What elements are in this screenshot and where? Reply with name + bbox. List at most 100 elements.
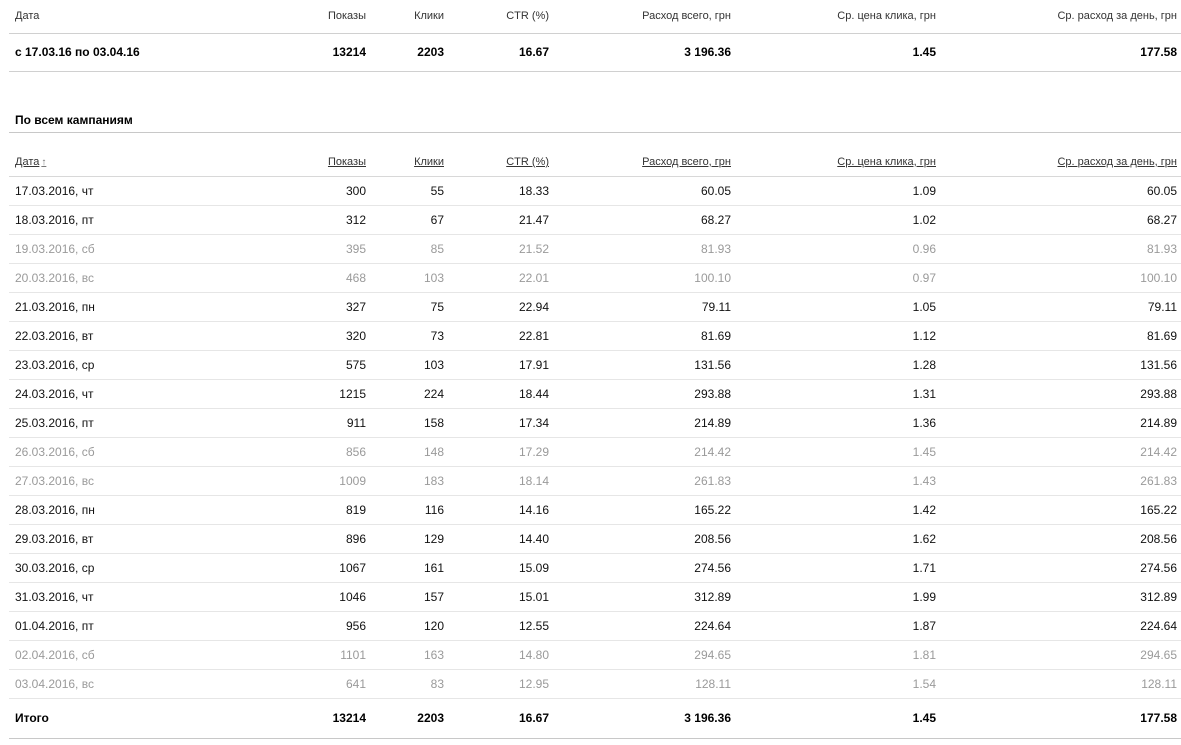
row-daily-spend: 293.88: [940, 379, 1181, 409]
table-row: 28.03.2016, пн 819 116 14.16 165.22 1.42 165.2…: [9, 495, 1181, 525]
row-ctr: 22.94: [448, 292, 553, 322]
summary-table: Дата Показы Клики CTR (%) Расход всего, …: [9, 0, 1181, 72]
row-impressions: 641: [265, 669, 370, 699]
row-spend: 131.56: [553, 350, 735, 380]
row-ctr: 17.91: [448, 350, 553, 380]
sort-by-spend-total-label[interactable]: Расход всего, грн: [642, 155, 731, 168]
row-impressions: 896: [265, 524, 370, 554]
row-daily-spend: 68.27: [940, 205, 1181, 235]
row-cpc: 0.97: [735, 263, 940, 293]
row-spend: 293.88: [553, 379, 735, 409]
row-clicks: 83: [370, 669, 448, 699]
summary-header-clicks: Клики: [370, 0, 448, 34]
row-spend: 68.27: [553, 205, 735, 235]
row-spend: 81.93: [553, 234, 735, 264]
summary-header-date: Дата: [9, 0, 265, 34]
table-row: 23.03.2016, ср 575 103 17.91 131.56 1.28 131.5…: [9, 350, 1181, 380]
sort-by-clicks[interactable]: Клики: [370, 148, 448, 177]
row-cpc: 1.62: [735, 524, 940, 554]
row-clicks: 163: [370, 640, 448, 670]
row-spend: 79.11: [553, 292, 735, 322]
row-impressions: 312: [265, 205, 370, 235]
row-daily-spend: 312.89: [940, 582, 1181, 612]
row-spend: 165.22: [553, 495, 735, 525]
row-cpc: 1.43: [735, 466, 940, 496]
row-impressions: 1101: [265, 640, 370, 670]
row-impressions: 320: [265, 321, 370, 351]
sort-by-date-label[interactable]: Дата: [15, 155, 40, 168]
row-spend: 208.56: [553, 524, 735, 554]
table-row: 21.03.2016, пн 327 75 22.94 79.11 1.05 79.11: [9, 292, 1181, 322]
row-impressions: 819: [265, 495, 370, 525]
row-spend: 81.69: [553, 321, 735, 351]
row-impressions: 1067: [265, 553, 370, 583]
row-date: 24.03.2016, чт: [9, 379, 265, 409]
row-daily-spend: 294.65: [940, 640, 1181, 670]
row-date: 01.04.2016, пт: [9, 611, 265, 641]
row-date: 03.04.2016, вс: [9, 669, 265, 699]
row-ctr: 14.80: [448, 640, 553, 670]
row-date: 28.03.2016, пн: [9, 495, 265, 525]
row-ctr: 12.95: [448, 669, 553, 699]
table-row: 31.03.2016, чт 1046 157 15.01 312.89 1.99 312.…: [9, 582, 1181, 612]
table-row: 30.03.2016, ср 1067 161 15.09 274.56 1.71 274.…: [9, 553, 1181, 583]
row-impressions: 856: [265, 437, 370, 467]
row-spend: 214.89: [553, 408, 735, 438]
row-clicks: 85: [370, 234, 448, 264]
total-avg-cpc: 1.45: [735, 698, 940, 739]
row-impressions: 956: [265, 611, 370, 641]
summary-header-ctr: CTR (%): [448, 0, 553, 34]
row-cpc: 1.71: [735, 553, 940, 583]
row-spend: 261.83: [553, 466, 735, 496]
row-cpc: 1.05: [735, 292, 940, 322]
row-date: 18.03.2016, пт: [9, 205, 265, 235]
sort-by-ctr-label[interactable]: CTR (%): [506, 155, 549, 168]
row-date: 26.03.2016, сб: [9, 437, 265, 467]
row-clicks: 129: [370, 524, 448, 554]
row-date: 17.03.2016, чт: [9, 176, 265, 206]
row-clicks: 183: [370, 466, 448, 496]
row-ctr: 17.29: [448, 437, 553, 467]
sort-by-spend-total[interactable]: Расход всего, грн: [553, 148, 735, 177]
sort-by-avg-cpc-label[interactable]: Ср. цена клика, грн: [837, 155, 936, 168]
table-row: 25.03.2016, пт 911 158 17.34 214.89 1.36 214.8…: [9, 408, 1181, 438]
row-clicks: 73: [370, 321, 448, 351]
row-daily-spend: 208.56: [940, 524, 1181, 554]
sort-by-avg-daily-spend[interactable]: Ср. расход за день, грн: [940, 148, 1181, 177]
sort-by-avg-cpc[interactable]: Ср. цена клика, грн: [735, 148, 940, 177]
row-impressions: 327: [265, 292, 370, 322]
row-clicks: 103: [370, 350, 448, 380]
row-cpc: 1.28: [735, 350, 940, 380]
row-cpc: 1.99: [735, 582, 940, 612]
total-ctr: 16.67: [448, 698, 553, 739]
row-spend: 312.89: [553, 582, 735, 612]
sort-by-ctr[interactable]: CTR (%): [448, 148, 553, 177]
row-impressions: 300: [265, 176, 370, 206]
table-row: 17.03.2016, чт 300 55 18.33 60.05 1.09 60.05: [9, 176, 1181, 206]
row-cpc: 1.09: [735, 176, 940, 206]
sort-by-avg-daily-spend-label[interactable]: Ср. расход за день, грн: [1057, 155, 1177, 168]
row-ctr: 15.01: [448, 582, 553, 612]
row-date: 21.03.2016, пн: [9, 292, 265, 322]
daily-stats-table: Дата ↑ Показы Клики CTR (%) Расход всего,…: [9, 148, 1181, 739]
sort-by-impressions-label[interactable]: Показы: [327, 155, 366, 168]
row-ctr: 21.47: [448, 205, 553, 235]
row-cpc: 1.42: [735, 495, 940, 525]
row-daily-spend: 214.89: [940, 408, 1181, 438]
row-ctr: 18.33: [448, 176, 553, 206]
sort-by-date[interactable]: Дата ↑: [9, 148, 265, 177]
summary-row: с 17.03.16 по 03.04.16 13214 2203 16.67 …: [9, 33, 1181, 72]
sort-by-impressions[interactable]: Показы: [265, 148, 370, 177]
row-daily-spend: 224.64: [940, 611, 1181, 641]
sort-by-clicks-label[interactable]: Клики: [414, 155, 444, 168]
row-impressions: 1215: [265, 379, 370, 409]
row-clicks: 148: [370, 437, 448, 467]
row-cpc: 0.96: [735, 234, 940, 264]
row-clicks: 161: [370, 553, 448, 583]
row-ctr: 15.09: [448, 553, 553, 583]
table-row: 19.03.2016, сб 395 85 21.52 81.93 0.96 81.93: [9, 234, 1181, 264]
row-ctr: 21.52: [448, 234, 553, 264]
summary-avg-cpc: 1.45: [735, 33, 940, 72]
row-clicks: 55: [370, 176, 448, 206]
row-daily-spend: 79.11: [940, 292, 1181, 322]
